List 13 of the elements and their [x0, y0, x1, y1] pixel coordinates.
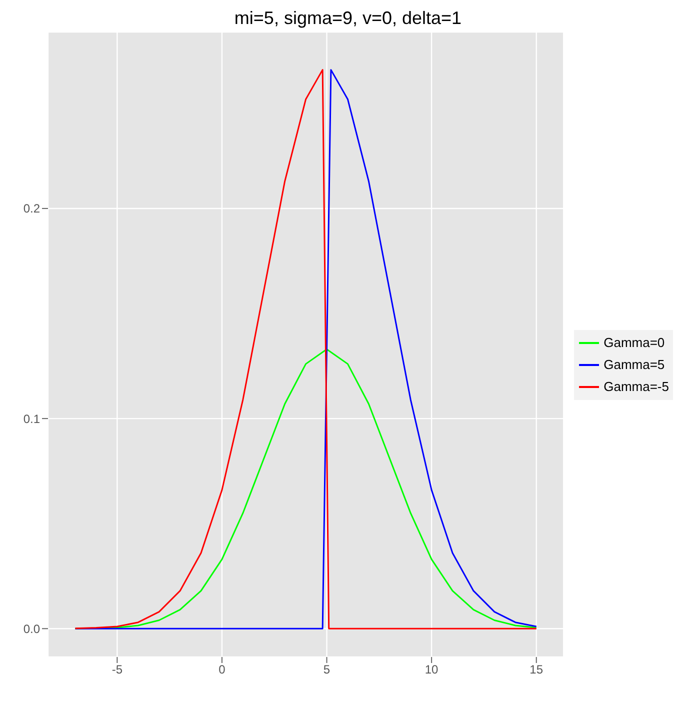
x-tick-label: 15 [530, 662, 544, 677]
y-tick-label: 0.0 [23, 622, 40, 636]
x-tick-label: 10 [424, 662, 439, 677]
x-tick-label: 5 [323, 662, 330, 677]
x-tick-label: -5 [112, 662, 123, 677]
line-series [74, 69, 538, 630]
legend-label: Gamma=5 [604, 357, 665, 372]
y-tick-label: 0.1 [23, 412, 40, 426]
x-tick-label: 0 [218, 662, 226, 677]
legend-label: Gamma=-5 [604, 379, 669, 394]
legend-label: Gamma=0 [604, 335, 665, 350]
chart-title: mi=5, sigma=9, v=0, delta=1 [233, 8, 463, 30]
y-tick-label: 0.2 [23, 202, 40, 216]
